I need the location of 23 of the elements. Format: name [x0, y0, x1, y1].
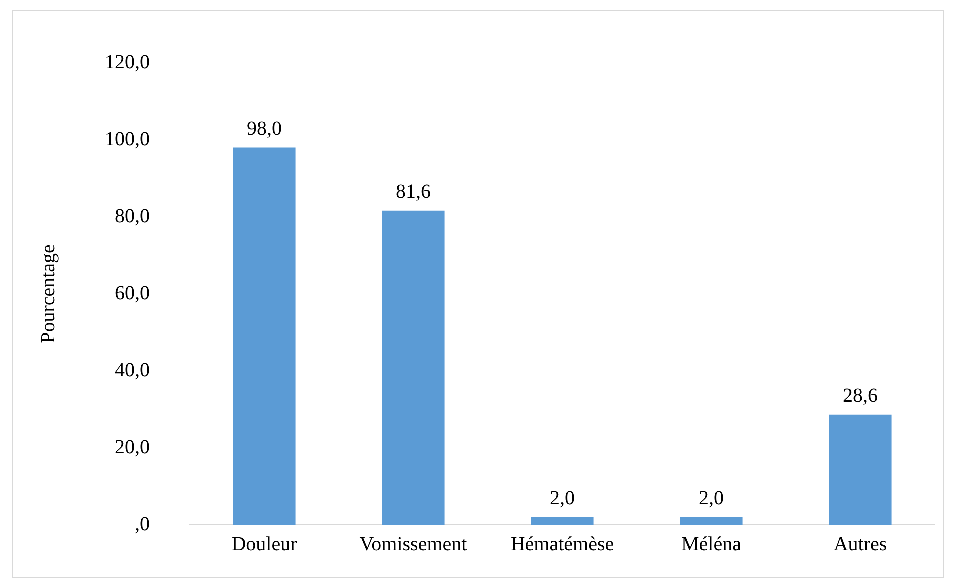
- y-tick-label: ,0: [135, 513, 150, 536]
- bar: [382, 210, 445, 525]
- y-tick-label: 40,0: [115, 359, 150, 382]
- x-tick-label: Méléna: [682, 533, 742, 556]
- y-tick-label: 120,0: [105, 51, 150, 74]
- x-tick-label: Douleur: [232, 533, 298, 556]
- data-label: 2,0: [699, 488, 724, 510]
- x-tick-label: Autres: [834, 533, 888, 556]
- bar: [233, 148, 296, 525]
- data-label: 98,0: [247, 118, 282, 140]
- y-tick-label: 80,0: [115, 205, 150, 228]
- y-tick-label: 100,0: [105, 128, 150, 150]
- bar: [680, 517, 743, 525]
- data-label: 81,6: [396, 181, 431, 204]
- x-tick-label: Vomissement: [360, 533, 468, 556]
- x-tick-label: Hématémèse: [510, 533, 614, 556]
- y-tick-label: 20,0: [115, 436, 150, 458]
- y-axis-title: Pourcentage: [37, 244, 60, 344]
- bar: [531, 517, 594, 525]
- data-label: 2,0: [550, 488, 575, 510]
- data-label: 28,6: [843, 385, 878, 408]
- bar: [829, 414, 892, 525]
- y-tick-label: 60,0: [115, 282, 150, 304]
